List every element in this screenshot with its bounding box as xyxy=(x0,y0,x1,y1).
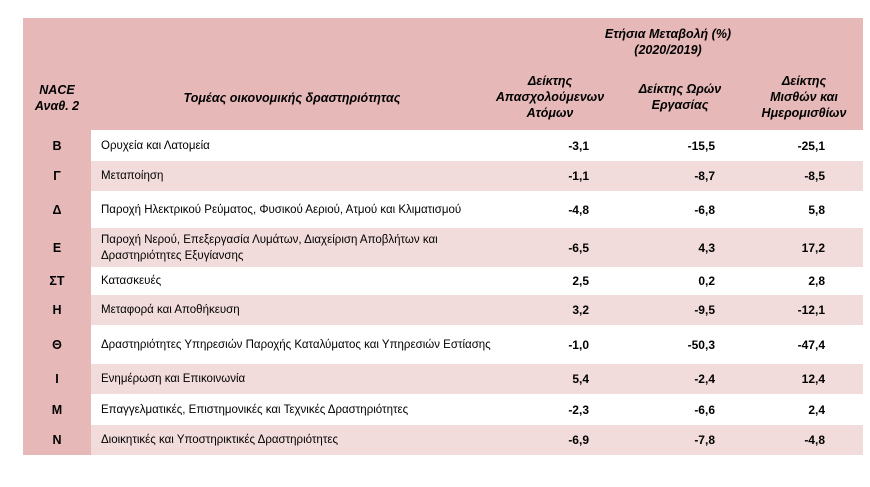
nace-code: Ν xyxy=(23,425,91,455)
sector-name: Επαγγελματικές, Επιστημονικές και Τεχνικ… xyxy=(101,403,409,416)
employment-value: 3,2 xyxy=(572,303,589,317)
table-row: Β Ορυχεία και Λατομεία -3,1 -15,5 -25,1 xyxy=(23,130,863,161)
sector-name: Μεταποίηση xyxy=(101,170,164,182)
nace-header: NACE Αναθ. 2 xyxy=(23,82,91,114)
table-body: Β Ορυχεία και Λατομεία -3,1 -15,5 -25,1 Γ Μετα… xyxy=(23,130,863,455)
wages-header-line3: Ημερομισθίων xyxy=(761,106,847,120)
row-body: Ορυχεία και Λατομεία -3,1 -15,5 -25,1 xyxy=(91,130,863,161)
sector-name: Κατασκευές xyxy=(101,275,162,287)
employment-header-line1: Δείκτης xyxy=(527,74,573,88)
sector-name: Ενημέρωση και Επικοινωνία xyxy=(101,373,246,385)
employment-value: -3,1 xyxy=(568,138,589,153)
employment-value: -1,1 xyxy=(568,169,589,183)
hours-value: -8,7 xyxy=(694,169,715,183)
annual-change-line1: Ετήσια Μεταβολή (%) xyxy=(604,27,732,41)
sector-name: Παροχή Ηλεκτρικού Ρεύματος, Φυσικού Αερι… xyxy=(101,203,462,216)
row-body: Κατασκευές 2,5 0,2 2,8 xyxy=(91,267,863,295)
hours-value: -15,5 xyxy=(687,138,715,153)
row-body: Ενημέρωση και Επικοινωνία 5,4 -2,4 12,4 xyxy=(91,364,863,394)
row-body: Επαγγελματικές, Επιστημονικές και Τεχνικ… xyxy=(91,394,863,425)
table-row: ΣΤ Κατασκευές 2,5 0,2 2,8 xyxy=(23,267,863,295)
row-body: Παροχή Ηλεκτρικού Ρεύματος, Φυσικού Αερι… xyxy=(91,191,863,228)
nace-code: Γ xyxy=(23,161,91,191)
hours-value: -2,4 xyxy=(694,372,715,386)
hours-value: -6,8 xyxy=(694,202,715,217)
nace-code: Β xyxy=(23,130,91,161)
row-body: Δραστηριότητες Υπηρεσιών Παροχής Καταλύμ… xyxy=(91,325,863,364)
wages-value: -8,5 xyxy=(804,169,825,183)
wages-value: 2,4 xyxy=(808,402,825,417)
nace-header-line1: NACE xyxy=(39,83,75,97)
nace-code: Μ xyxy=(23,394,91,425)
table-row: Η Μεταφορά και Αποθήκευση 3,2 -9,5 -12,1 xyxy=(23,295,863,325)
hours-header-line2: Εργασίας xyxy=(651,98,709,112)
sector-name: Διοικητικές και Υποστηρικτικές Δραστηριό… xyxy=(101,434,339,446)
employment-value: -6,5 xyxy=(568,240,589,255)
table-row: Μ Επαγγελματικές, Επιστημονικές και Τεχνι… xyxy=(23,394,863,425)
nace-code: Ι xyxy=(23,364,91,394)
hours-header-line1: Δείκτης Ωρών xyxy=(638,82,722,96)
hours-value: 0,2 xyxy=(698,274,715,288)
table-row: Θ Δραστηριότητες Υπηρεσιών Παροχής Καταλύ… xyxy=(23,325,863,364)
nace-header-line2: Αναθ. 2 xyxy=(34,99,80,113)
employment-value: 5,4 xyxy=(572,372,589,386)
nace-code: ΣΤ xyxy=(23,267,91,295)
sector-name: Ορυχεία και Λατομεία xyxy=(101,139,210,152)
employment-value: -6,9 xyxy=(568,433,589,447)
wages-value: 17,2 xyxy=(801,240,825,255)
wages-value: -25,1 xyxy=(797,138,825,153)
hours-value: -6,6 xyxy=(694,402,715,417)
nace-code: Ε xyxy=(23,228,91,267)
employment-header-line3: Ατόμων xyxy=(526,106,574,120)
table-row: Γ Μεταποίηση -1,1 -8,7 -8,5 xyxy=(23,161,863,191)
table-row: Ν Διοικητικές και Υποστηρικτικές Δραστηρι… xyxy=(23,425,863,455)
row-body: Μεταποίηση -1,1 -8,7 -8,5 xyxy=(91,161,863,191)
sector-header: Τομέας οικονομικής δραστηριότητας xyxy=(183,91,401,105)
wages-header-line1: Δείκτης xyxy=(781,74,827,88)
nace-code: Δ xyxy=(23,191,91,228)
table-row: Ε Παροχή Νερού, Επεξεργασία Λυμάτων, Διαχ… xyxy=(23,228,863,267)
sector-name: Μεταφορά και Αποθήκευση xyxy=(101,304,240,316)
employment-header-line2: Απασχολούμενων xyxy=(495,90,605,104)
sector-name: Δραστηριότητες Υπηρεσιών Παροχής Καταλύμ… xyxy=(101,338,491,351)
nace-code: Θ xyxy=(23,325,91,364)
table-row: Ι Ενημέρωση και Επικοινωνία 5,4 -2,4 12,4 xyxy=(23,364,863,394)
hours-value: 4,3 xyxy=(698,240,715,255)
wages-value: 2,8 xyxy=(808,274,825,288)
hours-value: -7,8 xyxy=(694,433,715,447)
employment-value: -2,3 xyxy=(568,402,589,417)
hours-value: -9,5 xyxy=(694,303,715,317)
employment-index-header: Δείκτης Απασχολούμενων Ατόμων xyxy=(485,73,615,121)
hours-index-header: Δείκτης Ωρών Εργασίας xyxy=(615,81,745,113)
sector-name: Παροχή Νερού, Επεξεργασία Λυμάτων, Διαχε… xyxy=(101,233,438,262)
table-header: NACE Αναθ. 2 Τομέας οικονομικής δραστηρι… xyxy=(23,18,863,130)
hours-value: -50,3 xyxy=(687,337,715,352)
wages-header-line2: Μισθών και xyxy=(770,90,838,104)
row-body: Μεταφορά και Αποθήκευση 3,2 -9,5 -12,1 xyxy=(91,295,863,325)
wages-value: 5,8 xyxy=(808,202,825,217)
nace-code: Η xyxy=(23,295,91,325)
employment-value: -4,8 xyxy=(568,202,589,217)
employment-value: 2,5 xyxy=(572,274,589,288)
annual-change-line2: (2020/2019) xyxy=(634,43,702,57)
wages-value: -4,8 xyxy=(804,433,825,447)
employment-value: -1,0 xyxy=(568,337,589,352)
row-body: Παροχή Νερού, Επεξεργασία Λυμάτων, Διαχε… xyxy=(91,228,863,267)
wages-value: 12,4 xyxy=(801,372,825,386)
wages-index-header: Δείκτης Μισθών και Ημερομισθίων xyxy=(745,73,863,121)
wages-value: -47,4 xyxy=(797,337,825,352)
annual-change-header: Ετήσια Μεταβολή (%) (2020/2019) xyxy=(583,26,753,58)
data-table: NACE Αναθ. 2 Τομέας οικονομικής δραστηρι… xyxy=(23,18,863,455)
row-body: Διοικητικές και Υποστηρικτικές Δραστηριό… xyxy=(91,425,863,455)
wages-value: -12,1 xyxy=(797,303,825,317)
table-row: Δ Παροχή Ηλεκτρικού Ρεύματος, Φυσικού Αερ… xyxy=(23,191,863,228)
